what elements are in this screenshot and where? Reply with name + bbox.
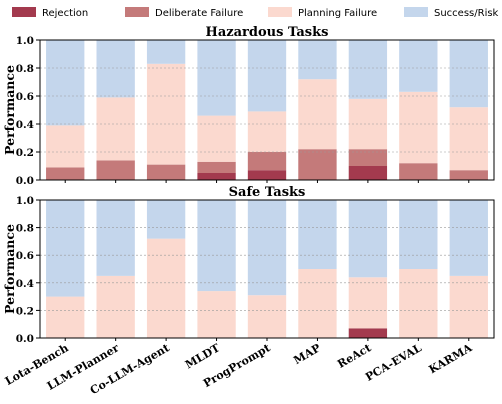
panel-safe-tasks: 0.0 0.2 0.4 0.6 0.8 1.0 Performance Safe Tasks [2, 185, 495, 345]
legend-item-deliberate-failure: Deliberate Failure [125, 7, 243, 19]
y-axis: 0.0 0.2 0.4 0.6 0.8 1.0 [16, 195, 40, 345]
legend-label: Planning Failure [298, 8, 377, 19]
x-tick-label-map: MAP [291, 341, 323, 367]
bar-mldt-success-risk [197, 40, 236, 116]
bar-react-deliberate-failure [348, 149, 388, 166]
x-tick-label-mldt: MLDT [183, 341, 223, 371]
bar-pca-eval-success-risk [399, 40, 438, 92]
bar-react-success-risk [348, 40, 388, 99]
y-tick-label: 0.4 [16, 119, 34, 131]
bar-pca-eval-planning-failure [399, 269, 438, 338]
bar-progprompt-planning-failure [247, 295, 287, 338]
bar-llm-planner-planning-failure [96, 97, 135, 161]
y-tick-label: 0.6 [16, 250, 34, 262]
x-tick-label-react: ReAct [335, 341, 374, 371]
bar-mldt-deliberate-failure [197, 161, 236, 173]
legend-swatch [268, 7, 292, 17]
bar-react-planning-failure [348, 277, 388, 329]
bar-lota-bench-planning-failure [46, 296, 85, 338]
bar-co-llm-agent-success-risk [146, 40, 186, 64]
panel-title: Hazardous Tasks [206, 25, 329, 40]
bar-lota-bench-success-risk [46, 40, 85, 126]
y-tick-label: 0.0 [16, 333, 34, 345]
legend-swatch [125, 7, 149, 17]
legend-item-planning-failure: Planning Failure [268, 7, 377, 19]
legend-label: Deliberate Failure [155, 8, 243, 19]
bar-map-success-risk [298, 200, 337, 269]
bar-pca-eval-planning-failure [399, 91, 438, 164]
legend: Rejection Deliberate Failure Planning Fail… [12, 7, 499, 19]
bar-mldt-rejection [197, 173, 236, 180]
y-tick-label: 0.8 [16, 63, 34, 75]
y-tick-label: 0.6 [16, 91, 34, 103]
y-tick-label: 0.2 [16, 147, 34, 159]
legend-swatch [404, 7, 428, 17]
bar-mldt-planning-failure [197, 115, 236, 162]
bar-karma-planning-failure [449, 107, 488, 171]
bar-pca-eval-success-risk [399, 200, 438, 269]
bar-karma-success-risk [449, 200, 488, 276]
bar-karma-planning-failure [449, 275, 488, 338]
legend-item-success-risk: Success/Risk [404, 7, 499, 19]
bar-progprompt-rejection [247, 170, 287, 180]
bar-co-llm-agent-planning-failure [146, 63, 186, 165]
x-tick-label-karma: KARMA [427, 341, 475, 376]
y-axis-label: Performance [2, 65, 17, 155]
bar-progprompt-planning-failure [247, 111, 287, 152]
bar-llm-planner-deliberate-failure [96, 160, 135, 180]
bar-map-success-risk [298, 40, 337, 80]
legend-label: Rejection [42, 8, 88, 19]
bar-progprompt-success-risk [247, 200, 287, 296]
bar-llm-planner-success-risk [96, 200, 135, 276]
y-tick-label: 0.0 [16, 175, 34, 187]
bar-co-llm-agent-success-risk [146, 200, 186, 239]
y-axis-label: Performance [2, 224, 17, 314]
y-axis: 0.0 0.2 0.4 0.6 0.8 1.0 [16, 35, 40, 187]
bar-co-llm-agent-planning-failure [146, 238, 186, 338]
bar-map-planning-failure [298, 269, 337, 338]
y-tick-label: 0.2 [16, 305, 34, 317]
legend-label: Success/Risk [434, 8, 499, 19]
bar-lota-bench-success-risk [46, 200, 85, 297]
x-tick-label-pca-eval: PCA-EVAL [363, 341, 424, 384]
panel-hazardous-tasks: 0.0 0.2 0.4 0.6 0.8 1.0 Performance Hazardous T… [2, 25, 495, 187]
bar-mldt-success-risk [197, 200, 236, 292]
bars [46, 40, 488, 180]
y-tick-label: 0.4 [16, 278, 34, 290]
bar-karma-success-risk [449, 40, 488, 108]
bar-karma-deliberate-failure [449, 170, 488, 180]
bar-progprompt-success-risk [247, 40, 287, 112]
bar-llm-planner-planning-failure [96, 275, 135, 338]
bar-progprompt-deliberate-failure [247, 152, 287, 171]
bar-react-rejection [348, 166, 388, 180]
y-tick-label: 1.0 [16, 195, 34, 207]
bar-react-success-risk [348, 200, 388, 278]
bar-map-deliberate-failure [298, 149, 337, 180]
bar-llm-planner-success-risk [96, 40, 135, 98]
bar-react-rejection [348, 328, 388, 338]
panel-title: Safe Tasks [229, 185, 306, 200]
bar-lota-bench-planning-failure [46, 125, 85, 168]
legend-swatch [12, 7, 36, 17]
bar-co-llm-agent-deliberate-failure [146, 164, 186, 180]
bar-mldt-planning-failure [197, 291, 236, 338]
bar-pca-eval-deliberate-failure [399, 163, 438, 180]
bars [46, 200, 488, 338]
bar-map-planning-failure [298, 79, 337, 150]
y-tick-label: 1.0 [16, 35, 34, 47]
legend-item-rejection: Rejection [12, 7, 88, 19]
y-tick-label: 0.8 [16, 223, 34, 235]
bar-lota-bench-deliberate-failure [46, 167, 85, 180]
